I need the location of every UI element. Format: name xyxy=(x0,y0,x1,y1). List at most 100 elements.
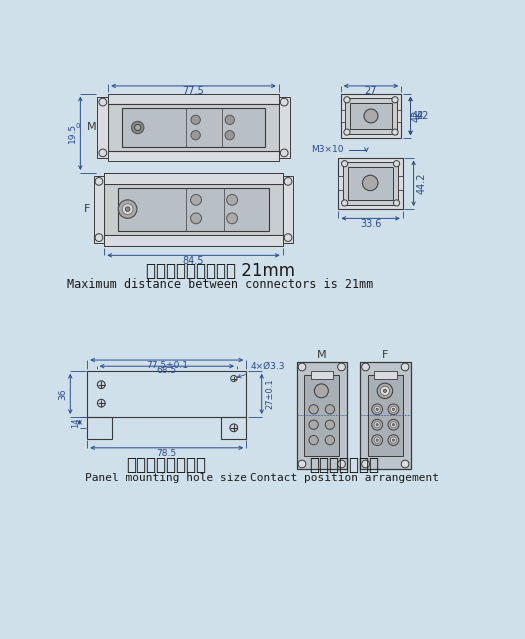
Bar xyxy=(310,371,333,378)
Bar xyxy=(345,98,396,134)
Bar xyxy=(108,104,279,151)
Circle shape xyxy=(376,439,379,442)
Bar xyxy=(104,173,282,246)
Bar xyxy=(108,94,279,104)
Circle shape xyxy=(309,420,318,429)
Bar xyxy=(104,235,282,246)
Bar xyxy=(360,362,411,470)
Text: 14: 14 xyxy=(71,417,80,427)
Circle shape xyxy=(364,109,378,123)
Circle shape xyxy=(401,363,409,371)
Text: 27±0.1: 27±0.1 xyxy=(265,378,274,409)
Circle shape xyxy=(401,460,409,468)
Circle shape xyxy=(391,406,396,412)
Text: F: F xyxy=(382,350,388,360)
Text: M3×10: M3×10 xyxy=(311,145,368,154)
Circle shape xyxy=(392,96,398,103)
Bar xyxy=(350,103,392,129)
Circle shape xyxy=(388,435,399,445)
Text: 27: 27 xyxy=(365,86,377,96)
Circle shape xyxy=(95,234,103,242)
Text: 33.6: 33.6 xyxy=(360,219,381,229)
Bar xyxy=(98,96,108,158)
Circle shape xyxy=(280,149,288,157)
Circle shape xyxy=(99,149,107,157)
Text: 19.5: 19.5 xyxy=(68,123,77,143)
Text: 0: 0 xyxy=(75,123,79,128)
Text: Panel mounting hole size: Panel mounting hole size xyxy=(86,473,247,483)
Circle shape xyxy=(99,98,107,106)
Bar xyxy=(279,96,290,158)
Bar xyxy=(396,110,401,122)
Bar xyxy=(118,188,269,231)
Circle shape xyxy=(338,460,345,468)
Circle shape xyxy=(344,129,350,135)
Bar xyxy=(222,417,246,438)
Circle shape xyxy=(191,194,202,205)
Text: 面板安装开孔尺寸: 面板安装开孔尺寸 xyxy=(127,456,206,473)
Circle shape xyxy=(372,404,383,415)
Text: 36: 36 xyxy=(58,388,67,399)
Circle shape xyxy=(388,404,399,415)
Bar xyxy=(93,176,104,243)
Circle shape xyxy=(284,234,292,242)
Circle shape xyxy=(392,439,395,442)
Bar xyxy=(122,108,265,147)
Bar xyxy=(339,176,343,190)
Circle shape xyxy=(388,419,399,430)
Text: 44.2: 44.2 xyxy=(416,173,426,194)
Circle shape xyxy=(118,200,137,219)
Circle shape xyxy=(191,130,201,140)
Text: 接触面孔位排布: 接触面孔位排布 xyxy=(310,456,380,473)
Circle shape xyxy=(374,406,380,412)
Circle shape xyxy=(392,424,395,426)
Text: M: M xyxy=(87,123,96,132)
Bar xyxy=(108,151,279,162)
Text: F: F xyxy=(84,204,90,214)
Circle shape xyxy=(122,204,133,215)
Circle shape xyxy=(225,115,235,125)
Circle shape xyxy=(134,125,141,130)
Circle shape xyxy=(326,404,334,414)
Text: 42: 42 xyxy=(412,111,424,121)
Circle shape xyxy=(383,389,386,392)
Bar xyxy=(368,376,403,456)
Circle shape xyxy=(393,160,400,167)
Text: M: M xyxy=(317,350,326,360)
Bar xyxy=(87,417,112,438)
Bar xyxy=(304,376,339,456)
Text: 4×Ø3.3: 4×Ø3.3 xyxy=(237,362,286,378)
Circle shape xyxy=(392,129,398,135)
Circle shape xyxy=(326,436,334,445)
Circle shape xyxy=(326,420,334,429)
Bar xyxy=(104,183,282,235)
Circle shape xyxy=(374,437,380,443)
Circle shape xyxy=(391,437,396,443)
Circle shape xyxy=(225,130,235,140)
Bar xyxy=(341,94,401,138)
Circle shape xyxy=(338,363,345,371)
Circle shape xyxy=(374,422,380,427)
Circle shape xyxy=(191,213,202,224)
Circle shape xyxy=(284,178,292,185)
Circle shape xyxy=(298,363,306,371)
Text: Contact position arrangement: Contact position arrangement xyxy=(250,473,439,483)
Circle shape xyxy=(298,460,306,468)
Text: 68.5: 68.5 xyxy=(156,366,177,375)
Text: 84.5: 84.5 xyxy=(183,256,204,266)
Circle shape xyxy=(314,384,328,397)
Circle shape xyxy=(342,200,348,206)
Circle shape xyxy=(377,383,393,399)
Circle shape xyxy=(362,363,370,371)
Text: 42: 42 xyxy=(417,111,429,121)
Text: 78.5: 78.5 xyxy=(156,449,177,458)
Circle shape xyxy=(309,436,318,445)
Bar xyxy=(339,158,403,209)
Circle shape xyxy=(131,121,144,134)
Circle shape xyxy=(227,213,237,224)
Circle shape xyxy=(376,408,379,410)
Circle shape xyxy=(191,115,201,125)
Text: Maximum distance between connectors is 21mm: Maximum distance between connectors is 2… xyxy=(67,278,374,291)
Circle shape xyxy=(280,98,288,106)
Circle shape xyxy=(344,96,350,103)
